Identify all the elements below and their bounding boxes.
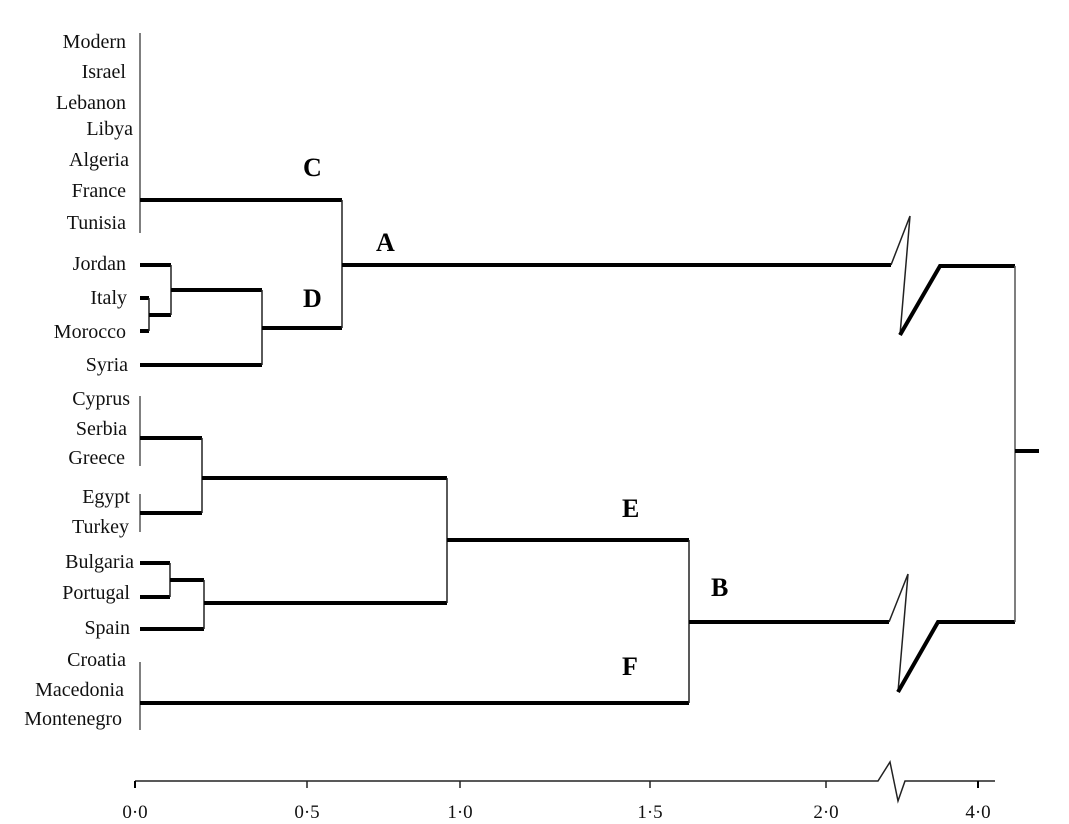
- cluster-a-branches: [341, 200, 1015, 337]
- cluster-c-branches: [139, 33, 342, 233]
- leaf-label-cyprus: Cyprus: [72, 388, 130, 410]
- leaf-label-bulgaria: Bulgaria: [65, 551, 134, 573]
- tick-label-2-0: 2·0: [813, 802, 838, 823]
- clade-label-a: A: [376, 228, 395, 257]
- leaf-label-modern: Modern: [63, 31, 126, 53]
- leaf-label-montenegro: Montenegro: [24, 708, 122, 730]
- leaf-label-jordan: Jordan: [73, 253, 126, 275]
- leaf-label-serbia: Serbia: [76, 418, 127, 440]
- leaf-label-morocco: Morocco: [54, 321, 126, 343]
- clade-labels: C A D E B F: [303, 153, 728, 681]
- leaf-label-tunisia: Tunisia: [67, 212, 126, 234]
- leaf-label-libya: Libya: [86, 118, 133, 140]
- cluster-b-branches: [688, 540, 1015, 703]
- leaf-label-france: France: [72, 180, 127, 202]
- leaf-label-croatia: Croatia: [67, 649, 126, 671]
- clade-label-d: D: [303, 284, 322, 313]
- cluster-f-branches: [139, 662, 689, 730]
- leaf-label-italy: Italy: [90, 287, 127, 309]
- leaf-label-spain: Spain: [84, 617, 130, 639]
- tick-label-0-5: 0·5: [294, 802, 319, 823]
- leaf-label-macedonia: Macedonia: [35, 679, 124, 701]
- tick-label-0-0: 0·0: [122, 802, 147, 823]
- root-branch: [1014, 266, 1039, 622]
- cluster-d-branches: [140, 263, 342, 367]
- leaf-label-syria: Syria: [86, 354, 128, 376]
- tick-label-4-0: 4·0: [965, 802, 990, 823]
- x-axis: 0·0 0·5 1·0 1·5 2·0 4·0: [122, 760, 995, 823]
- leaf-label-israel: Israel: [82, 61, 127, 83]
- tick-label-1-0: 1·0: [447, 802, 472, 823]
- leaf-label-turkey: Turkey: [72, 516, 129, 538]
- clade-label-f: F: [622, 652, 638, 681]
- cluster-e-branches: [139, 396, 689, 631]
- leaf-label-algeria: Algeria: [69, 149, 129, 171]
- tick-label-1-5: 1·5: [637, 802, 662, 823]
- leaf-label-portugal: Portugal: [62, 582, 130, 604]
- leaf-label-lebanon: Lebanon: [56, 92, 126, 114]
- clade-label-c: C: [303, 153, 322, 182]
- leaf-labels: Modern Israel Lebanon Libya Algeria Fran…: [24, 31, 134, 730]
- clade-label-e: E: [622, 494, 639, 523]
- leaf-label-greece: Greece: [68, 447, 125, 469]
- leaf-label-egypt: Egypt: [82, 486, 130, 508]
- clade-label-b: B: [711, 573, 728, 602]
